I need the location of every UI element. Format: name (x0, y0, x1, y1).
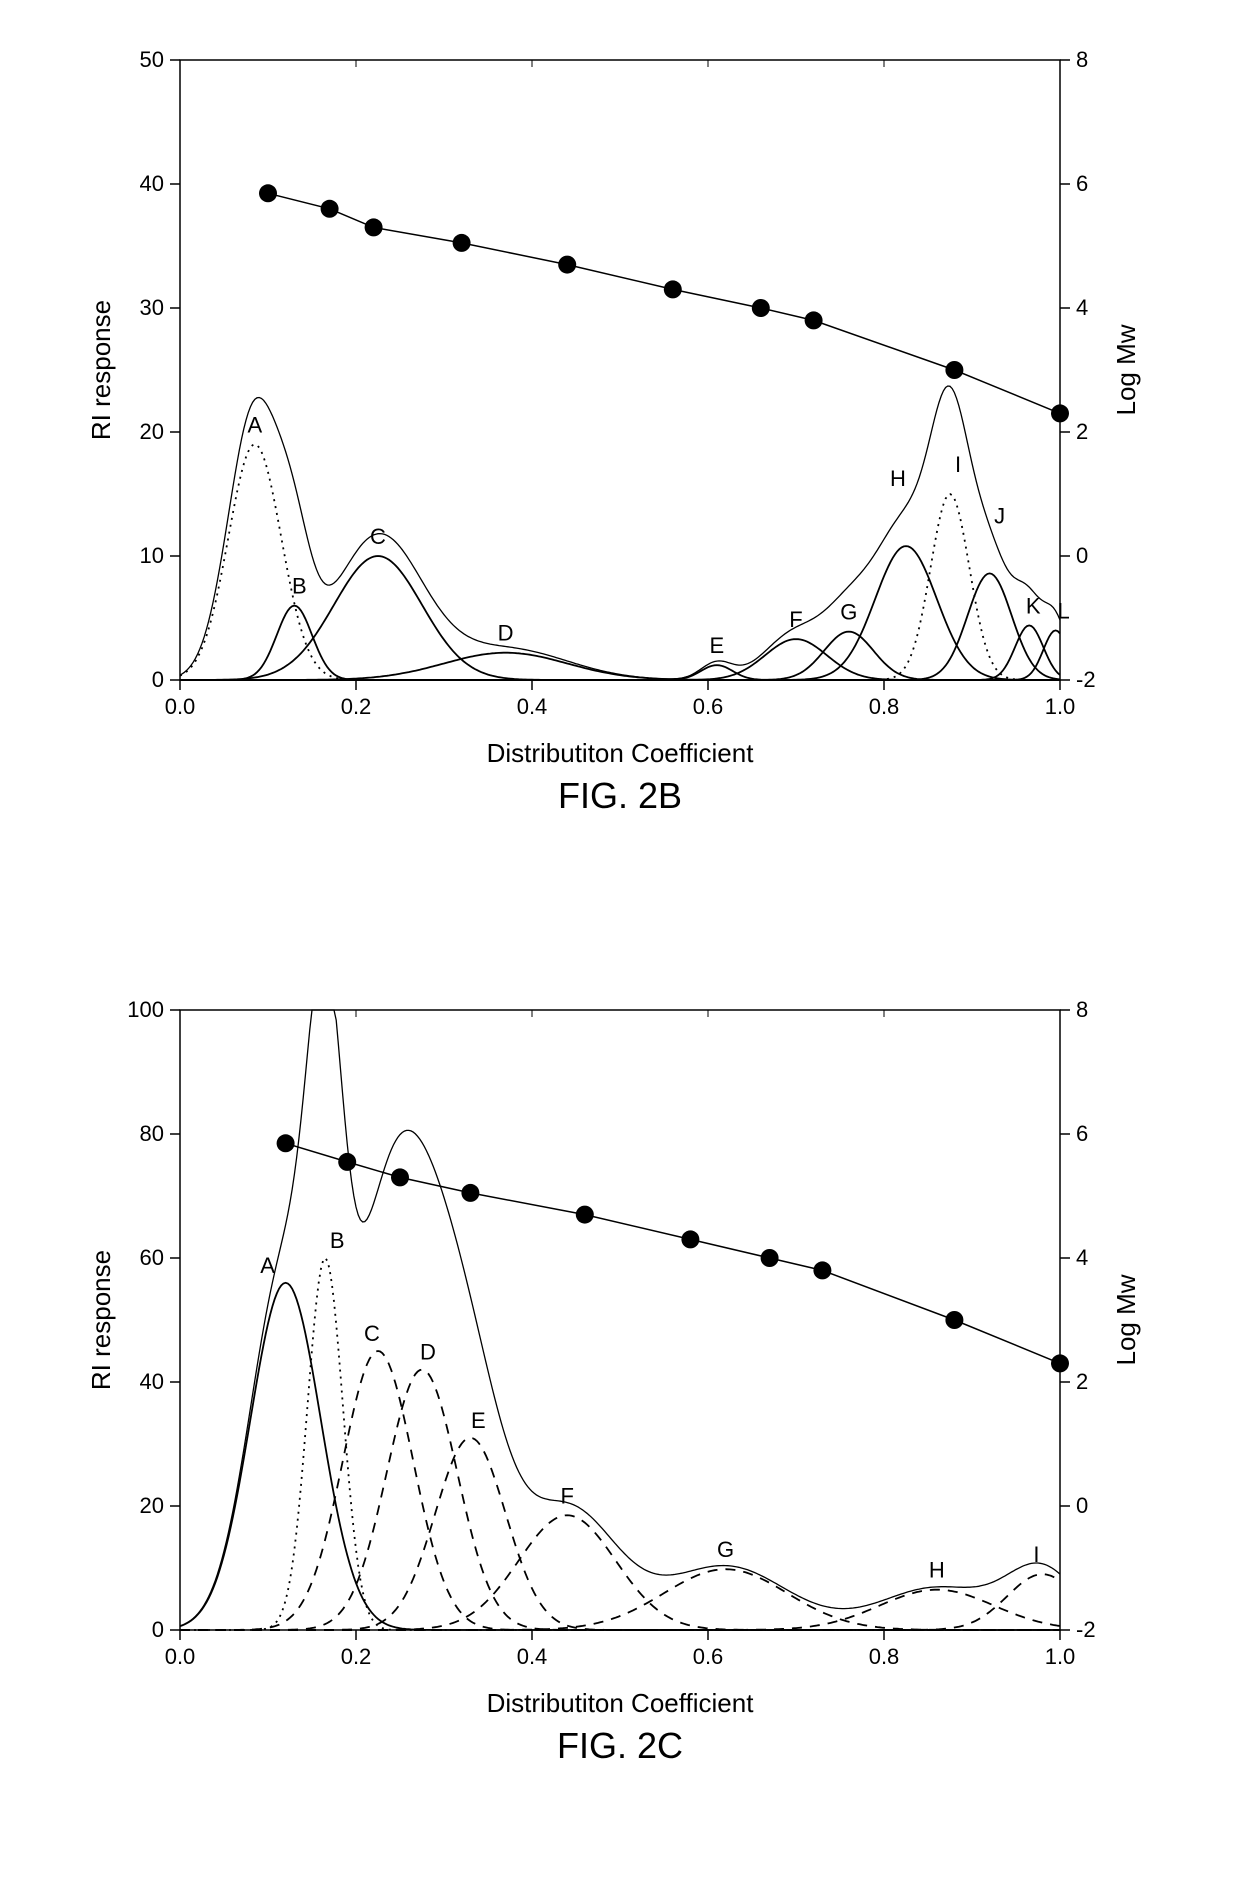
svg-text:0: 0 (152, 1617, 164, 1642)
svg-text:K: K (1026, 593, 1041, 618)
svg-text:G: G (840, 600, 857, 625)
svg-text:B: B (330, 1228, 345, 1253)
svg-text:J: J (994, 503, 1005, 528)
figure-caption: FIG. 2B (70, 775, 1170, 817)
figure-2c-panel: 0.0 0.2 0.4 0.6 0.8 1.0 0 20 40 60 80 100 -2 0 2 4 6 8 RI … (70, 980, 1170, 1767)
svg-text:0.2: 0.2 (341, 694, 372, 719)
svg-text:0.6: 0.6 (693, 694, 724, 719)
svg-text:-2: -2 (1076, 667, 1096, 692)
svg-text:8: 8 (1076, 997, 1088, 1022)
x-axis-label: Distributiton Coefficient (70, 1688, 1170, 1719)
svg-text:0.6: 0.6 (693, 1644, 724, 1669)
svg-text:F: F (789, 607, 802, 632)
svg-text:20: 20 (140, 419, 164, 444)
svg-text:2: 2 (1076, 1369, 1088, 1394)
svg-text:D: D (498, 621, 514, 646)
svg-text:8: 8 (1076, 47, 1088, 72)
svg-text:10: 10 (140, 543, 164, 568)
svg-text:RI response: RI response (86, 1250, 116, 1390)
svg-text:Log Mw: Log Mw (1111, 1274, 1141, 1365)
svg-text:40: 40 (140, 171, 164, 196)
svg-text:L: L (1057, 598, 1069, 623)
svg-text:60: 60 (140, 1245, 164, 1270)
svg-text:C: C (370, 524, 386, 549)
svg-text:40: 40 (140, 1369, 164, 1394)
svg-text:0.2: 0.2 (341, 1644, 372, 1669)
figure-caption: FIG. 2C (70, 1725, 1170, 1767)
svg-text:1.0: 1.0 (1045, 1644, 1076, 1669)
svg-text:6: 6 (1076, 171, 1088, 196)
svg-text:6: 6 (1076, 1121, 1088, 1146)
page: 0.00.20.40.60.81.001020304050-202468RI r… (0, 0, 1240, 1904)
svg-text:0.0: 0.0 (165, 1644, 196, 1669)
svg-text:0.8: 0.8 (869, 694, 900, 719)
svg-text:A: A (260, 1253, 275, 1278)
svg-text:-2: -2 (1076, 1617, 1096, 1642)
x-axis-label: Distributiton Coefficient (70, 738, 1170, 769)
svg-text:I: I (955, 452, 961, 477)
svg-text:C: C (364, 1321, 380, 1346)
svg-text:0: 0 (152, 667, 164, 692)
svg-text:1.0: 1.0 (1045, 694, 1076, 719)
svg-text:80: 80 (140, 1121, 164, 1146)
figure-2b-panel: 0.0 0.2 0.4 0.6 0.8 1.0 0 10 20 30 40 50 -2 0 2 4 6 8 RI r… (70, 30, 1170, 817)
svg-text:100: 100 (127, 997, 164, 1022)
svg-text:30: 30 (140, 295, 164, 320)
svg-text:I: I (1033, 1542, 1039, 1567)
svg-text:0.4: 0.4 (517, 1644, 548, 1669)
svg-text:0.0: 0.0 (165, 694, 196, 719)
svg-text:F: F (560, 1483, 573, 1508)
figure-2b-chart: 0.0 0.2 0.4 0.6 0.8 1.0 0 10 20 30 40 50 -2 0 2 4 6 8 RI r… (70, 30, 1170, 730)
svg-text:G: G (717, 1537, 734, 1562)
svg-text:4: 4 (1076, 295, 1088, 320)
svg-text:E: E (709, 633, 724, 658)
svg-text:20: 20 (140, 1493, 164, 1518)
svg-text:D: D (420, 1340, 436, 1365)
figure-2c-chart: 0.0 0.2 0.4 0.6 0.8 1.0 0 20 40 60 80 100 -2 0 2 4 6 8 RI … (70, 980, 1170, 1680)
svg-text:B: B (292, 574, 307, 599)
svg-text:H: H (929, 1558, 945, 1583)
svg-text:50: 50 (140, 47, 164, 72)
svg-text:E: E (471, 1408, 486, 1433)
svg-text:0: 0 (1076, 1493, 1088, 1518)
svg-text:H: H (890, 466, 906, 491)
svg-text:0.8: 0.8 (869, 1644, 900, 1669)
svg-text:2: 2 (1076, 419, 1088, 444)
svg-text:4: 4 (1076, 1245, 1088, 1270)
svg-text:Log Mw: Log Mw (1111, 324, 1141, 415)
svg-text:0.4: 0.4 (517, 694, 548, 719)
svg-text:A: A (247, 412, 262, 437)
svg-text:0: 0 (1076, 543, 1088, 568)
svg-text:RI response: RI response (86, 300, 116, 440)
